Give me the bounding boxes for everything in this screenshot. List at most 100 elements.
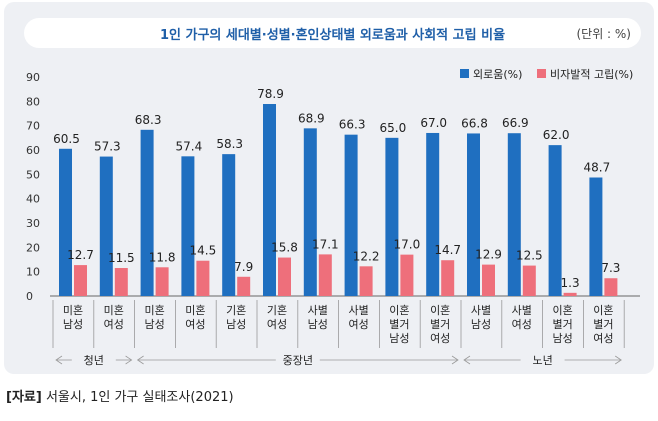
x-tick-label: 이혼 xyxy=(593,304,613,317)
data-label-loneliness: 57.3 xyxy=(94,140,121,154)
group-arrow-right xyxy=(614,355,622,365)
x-tick-label: 별거 xyxy=(552,318,572,331)
legend-swatch-loneliness xyxy=(460,69,469,78)
source-text: 서울시, 1인 가구 실태조사(2021) xyxy=(45,390,234,405)
data-label-isolation: 7.9 xyxy=(234,260,253,274)
bar-loneliness xyxy=(589,177,603,296)
bar-isolation xyxy=(359,266,373,296)
x-tick-label: 여성 xyxy=(185,318,205,331)
title-bar: 1인 가구의 세대별·성별·혼인상태별 외로움과 사회적 고립 비율 (단위 :… xyxy=(24,18,641,48)
data-label-loneliness: 65.0 xyxy=(380,121,407,135)
bar-loneliness xyxy=(426,132,440,296)
source-label: [자료] xyxy=(6,390,42,405)
bar-isolation xyxy=(441,260,455,296)
data-label-loneliness: 57.4 xyxy=(176,139,203,153)
x-tick-label: 미혼 xyxy=(104,304,124,317)
data-label-isolation: 7.3 xyxy=(601,261,620,275)
bar-loneliness xyxy=(344,134,358,296)
y-tick-label: 0 xyxy=(26,290,33,303)
data-label-isolation: 14.7 xyxy=(434,243,461,257)
x-tick-label: 사별 xyxy=(348,304,368,317)
data-label-isolation: 17.0 xyxy=(394,238,421,252)
data-label-isolation: 12.9 xyxy=(475,248,502,262)
bar-loneliness xyxy=(467,133,480,296)
data-label-loneliness: 48.7 xyxy=(584,160,611,174)
data-label-isolation: 12.2 xyxy=(353,249,380,263)
legend-label-isolation: 비자발적 고립(%) xyxy=(550,68,633,81)
bar-isolation xyxy=(482,264,495,296)
y-tick-label: 60 xyxy=(26,144,40,157)
x-tick-label: 사별 xyxy=(308,304,328,317)
group-arrow-right xyxy=(125,355,133,365)
bar-isolation xyxy=(237,276,251,296)
x-tick-label: 여성 xyxy=(430,332,450,345)
x-tick-label: 별거 xyxy=(389,318,409,331)
chart-title: 1인 가구의 세대별·성별·혼인상태별 외로움과 사회적 고립 비율 xyxy=(159,28,506,43)
x-tick-label: 이혼 xyxy=(389,304,409,317)
x-tick-label: 남성 xyxy=(471,318,491,331)
x-tick-label: 여성 xyxy=(512,318,532,331)
group-label: 중장년 xyxy=(283,354,313,367)
bar-isolation xyxy=(522,265,536,296)
bar-loneliness xyxy=(548,145,562,296)
bar-loneliness xyxy=(303,128,317,296)
x-tick-label: 남성 xyxy=(552,332,572,345)
y-tick-label: 70 xyxy=(26,120,40,133)
bar-isolation xyxy=(196,260,210,296)
x-tick-label: 남성 xyxy=(144,318,164,331)
data-label-isolation: 1.3 xyxy=(561,276,580,290)
legend-label-loneliness: 외로움(%) xyxy=(473,68,522,81)
bar-loneliness xyxy=(263,104,276,296)
bar-loneliness xyxy=(507,133,521,296)
data-label-loneliness: 67.0 xyxy=(420,116,447,130)
x-tick-label: 여성 xyxy=(348,318,368,331)
unit-label: (단위 : %) xyxy=(576,27,631,41)
x-tick-label: 남성 xyxy=(226,318,246,331)
data-label-loneliness: 62.0 xyxy=(543,128,570,142)
data-label-loneliness: 66.3 xyxy=(339,118,366,132)
x-tick-label: 이혼 xyxy=(430,304,450,317)
x-tick-label: 별거 xyxy=(430,318,450,331)
data-label-loneliness: 78.9 xyxy=(257,87,284,101)
bar-loneliness xyxy=(385,137,399,296)
bar-isolation xyxy=(155,267,169,296)
data-label-loneliness: 60.5 xyxy=(53,132,80,146)
bar-loneliness xyxy=(181,156,195,296)
x-tick-label: 여성 xyxy=(593,332,613,345)
data-label-loneliness: 68.3 xyxy=(135,113,162,127)
y-tick-label: 20 xyxy=(26,241,40,254)
y-tick-label: 80 xyxy=(26,95,40,108)
bar-isolation xyxy=(318,254,332,296)
data-label-loneliness: 66.9 xyxy=(502,116,529,130)
x-tick-label: 남성 xyxy=(389,332,409,345)
x-tick-label: 여성 xyxy=(104,318,124,331)
bar-isolation xyxy=(278,257,291,296)
group-label: 노년 xyxy=(532,354,552,367)
y-tick-label: 30 xyxy=(26,217,40,230)
x-tick-label: 여성 xyxy=(267,318,287,331)
bar-loneliness xyxy=(222,154,236,296)
y-tick-label: 90 xyxy=(26,71,40,84)
bar-isolation xyxy=(604,278,618,296)
data-label-isolation: 11.8 xyxy=(149,250,176,264)
data-label-loneliness: 66.8 xyxy=(461,116,488,130)
data-label-loneliness: 68.9 xyxy=(298,111,325,125)
x-tick-label: 미혼 xyxy=(144,304,164,317)
bar-isolation xyxy=(563,292,577,296)
bar-loneliness xyxy=(99,156,113,296)
x-tick-label: 사별 xyxy=(512,304,532,317)
data-label-loneliness: 58.3 xyxy=(216,137,243,151)
bar-loneliness xyxy=(140,129,154,296)
y-tick-label: 10 xyxy=(26,266,40,279)
data-label-isolation: 11.5 xyxy=(108,251,135,265)
x-tick-label: 미혼 xyxy=(63,304,83,317)
x-tick-label: 남성 xyxy=(308,318,328,331)
x-tick-label: 기혼 xyxy=(267,304,287,317)
bar-isolation xyxy=(400,254,414,296)
x-tick-label: 이혼 xyxy=(552,304,572,317)
x-tick-label: 남성 xyxy=(63,318,83,331)
group-label: 청년 xyxy=(84,354,104,367)
bar-loneliness xyxy=(59,148,72,296)
group-arrow-left xyxy=(55,355,63,365)
